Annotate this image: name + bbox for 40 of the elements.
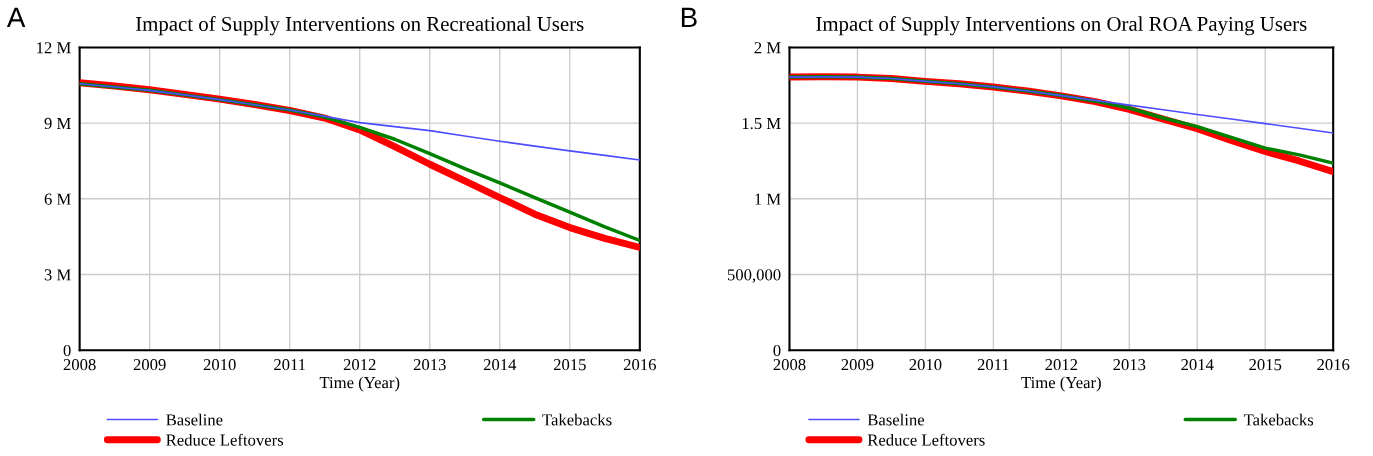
- x-tick-label: 2010: [909, 359, 942, 371]
- x-tick-label: 2014: [483, 359, 517, 371]
- x-tick-label: 2008: [63, 359, 96, 371]
- y-tick-label: 9 M: [44, 117, 71, 130]
- x-tick-label: 2012: [1045, 359, 1078, 371]
- y-tick-label: 1 M: [755, 193, 781, 205]
- x-axis-title: Time (Year): [319, 376, 400, 392]
- legend-label: Baseline: [867, 413, 925, 426]
- x-tick-label: 2012: [343, 359, 376, 371]
- y-tick-label: 0: [773, 344, 781, 357]
- chart-title: Impact of Supply Interventions on Recreational Users: [136, 16, 584, 36]
- y-tick-label: 6 M: [44, 193, 71, 205]
- x-tick-label: 2011: [274, 359, 306, 371]
- legend-label: Reduce Leftovers: [867, 433, 985, 446]
- x-tick-label: 2013: [1113, 359, 1146, 371]
- x-tick-label: 2013: [413, 359, 446, 371]
- x-tick-label: 2015: [553, 359, 586, 371]
- y-tick-label: 2 M: [754, 42, 781, 54]
- x-tick-label: 2014: [1181, 359, 1214, 371]
- x-tick-label: 2008: [773, 359, 806, 371]
- y-tick-label: 1.5 M: [742, 117, 781, 130]
- x-tick-label: 2009: [841, 359, 874, 371]
- legend-label: Reduce Leftovers: [166, 433, 284, 446]
- legend-label: Takebacks: [1243, 413, 1314, 426]
- x-tick-label: 2015: [1249, 359, 1282, 371]
- x-tick-label: 2016: [1317, 359, 1350, 371]
- legend-label: Baseline: [166, 413, 223, 426]
- chart-title: Impact of Supply Interventions on Oral ROA Paying Users: [816, 16, 1307, 36]
- x-tick-label: 2009: [133, 359, 166, 371]
- x-tick-label: 2010: [203, 359, 236, 371]
- text: B: [681, 7, 697, 27]
- x-axis-title: Time (Year): [1021, 376, 1101, 392]
- legend-label: Takebacks: [542, 413, 612, 426]
- y-tick-label: 0: [63, 344, 71, 357]
- x-tick-label: 2011: [977, 359, 1009, 371]
- y-tick-label: 12 M: [37, 42, 71, 54]
- x-tick-label: 2016: [623, 359, 656, 371]
- y-tick-label: 500,000: [727, 269, 781, 283]
- y-tick-label: 3 M: [44, 269, 71, 281]
- text: A: [6, 7, 26, 27]
